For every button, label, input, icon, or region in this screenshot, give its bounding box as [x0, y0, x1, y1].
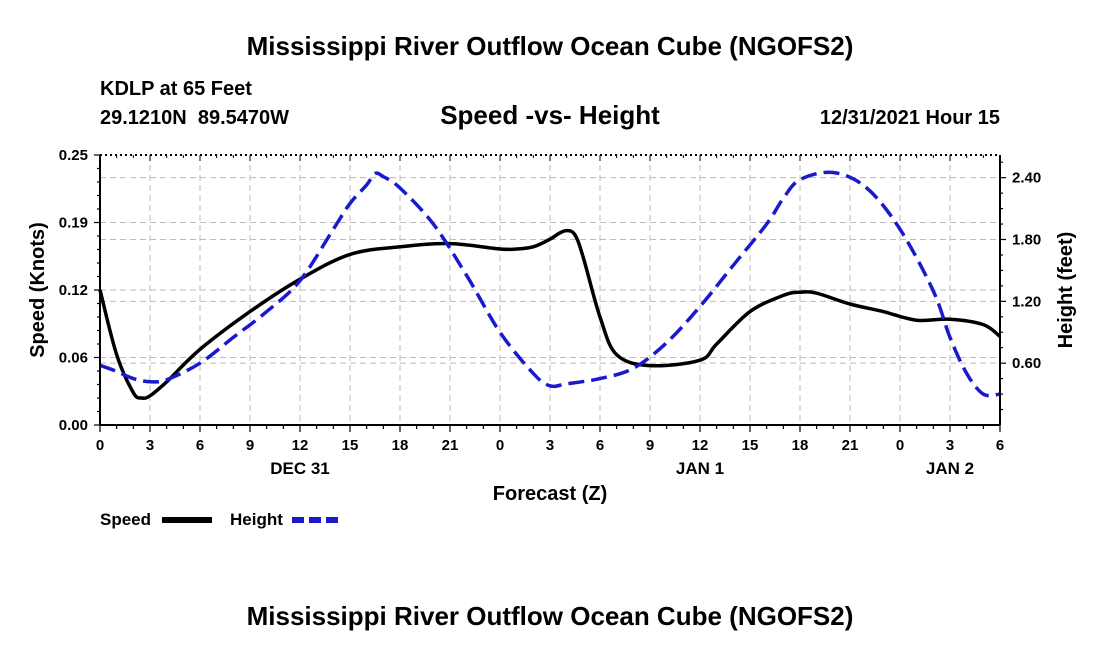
x-axis-label: Forecast (Z) [493, 483, 607, 505]
y-left-tick-label: 0.25 [59, 147, 88, 164]
legend: Speed Height [100, 510, 342, 529]
legend-height-label: Height [230, 510, 283, 529]
y-right-tick-label: 1.80 [1012, 232, 1041, 249]
x-tick-label: 0 [96, 437, 104, 454]
chart-title: Mississippi River Outflow Ocean Cube (NG… [247, 31, 854, 61]
grid [100, 155, 1000, 425]
axes: 0 3 6 9 12 15 18 21 0 3 6 9 12 15 18 21 0 3 6 DEC 31 JAN 1 JA… [59, 147, 1041, 478]
x-tick-label: 3 [146, 437, 154, 454]
chart-subtitle: Speed -vs- Height [440, 100, 660, 130]
y-right-tick-label: 2.40 [1012, 170, 1041, 187]
footer-title: Mississippi River Outflow Ocean Cube (NG… [247, 601, 854, 631]
station-name: KDLP at 65 Feet [100, 78, 252, 100]
station-coords: 29.1210N 89.5470W [100, 107, 289, 129]
date-label: JAN 1 [676, 459, 724, 478]
legend-speed-label: Speed [100, 510, 151, 529]
x-tick-label: 12 [692, 437, 709, 454]
x-tick-label: 9 [646, 437, 654, 454]
x-tick-label: 15 [342, 437, 359, 454]
x-tick-label: 18 [792, 437, 809, 454]
y-right-tick-label: 0.60 [1012, 355, 1041, 372]
y-left-tick-label: 0.00 [59, 417, 88, 434]
x-tick-label: 3 [546, 437, 554, 454]
speed-series-line [98, 228, 1002, 400]
y-right-tick-label: 1.20 [1012, 293, 1041, 310]
y-axis-left-label: Speed (Knots) [27, 222, 49, 358]
x-tick-label: 21 [842, 437, 859, 454]
x-tick-label: 15 [742, 437, 759, 454]
y-axis-right-label: Height (feet) [1055, 232, 1077, 349]
height-series-line [99, 170, 1001, 398]
x-tick-label: 3 [946, 437, 954, 454]
y-left-tick-label: 0.19 [59, 215, 88, 232]
x-tick-label: 9 [246, 437, 254, 454]
x-tick-label: 21 [442, 437, 459, 454]
x-tick-label: 12 [292, 437, 309, 454]
x-tick-label: 6 [196, 437, 204, 454]
date-label: JAN 2 [926, 459, 974, 478]
x-tick-label: 0 [496, 437, 504, 454]
x-tick-label: 6 [596, 437, 604, 454]
y-left-tick-label: 0.06 [59, 350, 88, 367]
y-left-tick-label: 0.12 [59, 282, 88, 299]
series-layer [98, 170, 1002, 400]
forecast-timestamp: 12/31/2021 Hour 15 [820, 107, 1000, 129]
x-tick-label: 18 [392, 437, 409, 454]
date-label: DEC 31 [270, 459, 330, 478]
x-tick-label: 0 [896, 437, 904, 454]
x-tick-label: 6 [996, 437, 1004, 454]
